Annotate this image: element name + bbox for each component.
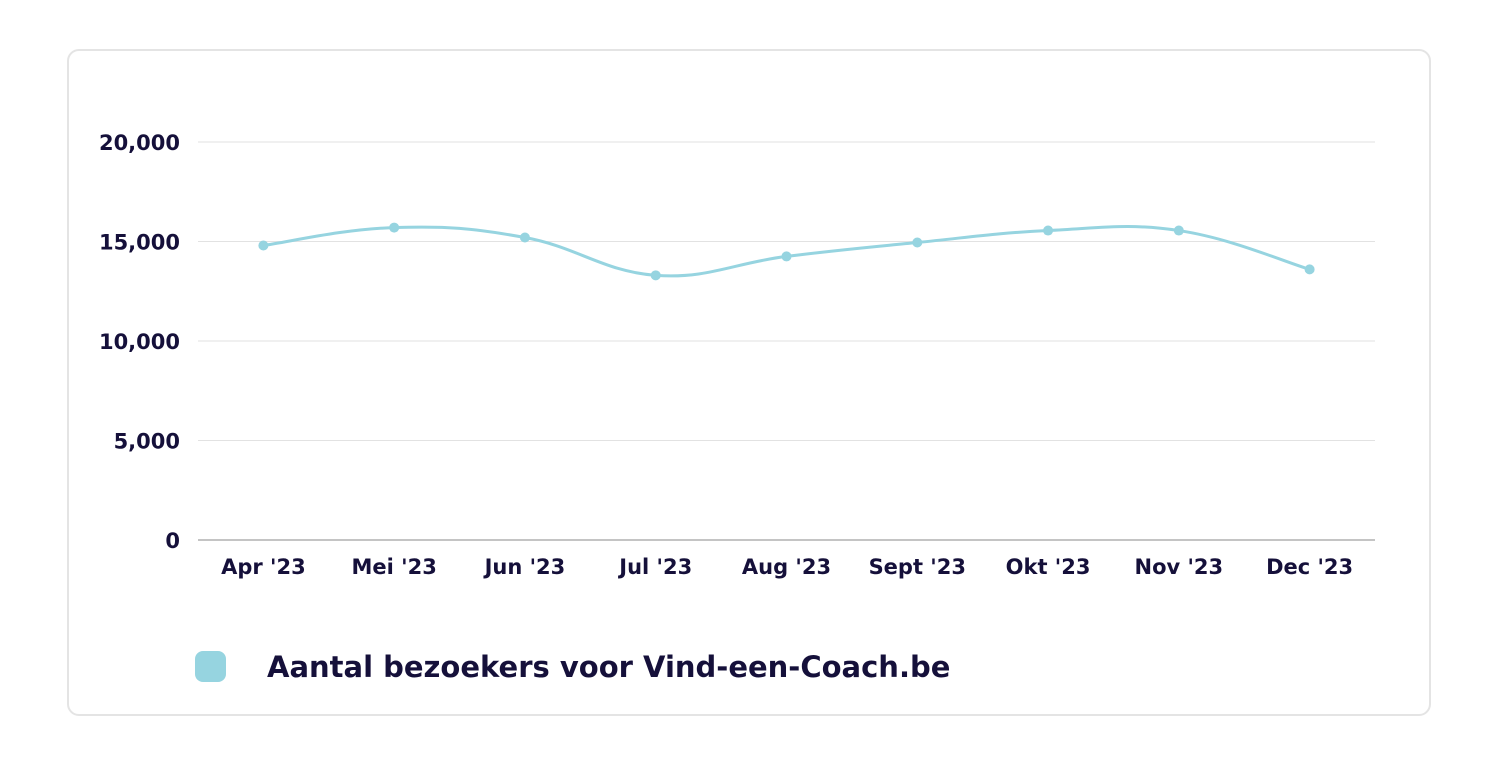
data-point[interactable] [1304, 264, 1315, 275]
data-point[interactable] [389, 222, 400, 233]
x-tick-label: Okt '23 [1006, 555, 1091, 579]
data-point[interactable] [519, 232, 530, 243]
data-point[interactable] [650, 270, 661, 281]
x-axis-ticks: Apr '23 Mei '23 Jun '23 Jul '23 Aug '23 Sept … [221, 555, 1353, 579]
x-tick-label: Mei '23 [352, 555, 437, 579]
grid [198, 141, 1375, 541]
legend-swatch[interactable] [195, 651, 226, 682]
y-tick-label: 10,000 [99, 330, 180, 354]
x-tick-label: Jun '23 [483, 555, 566, 579]
x-tick-label: Nov '23 [1135, 555, 1224, 579]
series [258, 222, 1315, 281]
chart-card [67, 49, 1431, 716]
data-point[interactable] [781, 251, 792, 262]
data-point[interactable] [1043, 225, 1054, 236]
data-point[interactable] [258, 240, 269, 251]
legend[interactable]: Aantal bezoekers voor Vind-een-Coach.be [195, 650, 950, 684]
legend-label[interactable]: Aantal bezoekers voor Vind-een-Coach.be [267, 650, 950, 684]
data-point[interactable] [912, 237, 923, 248]
y-tick-label: 5,000 [114, 430, 180, 454]
x-tick-label: Jul '23 [617, 555, 692, 579]
series-line [263, 225, 1311, 278]
y-tick-label: 0 [165, 529, 180, 553]
y-axis-ticks: 0 5,000 10,000 15,000 20,000 [99, 131, 180, 553]
data-point[interactable] [1173, 225, 1184, 236]
y-tick-label: 15,000 [99, 231, 180, 255]
y-tick-label: 20,000 [99, 131, 180, 155]
x-tick-label: Sept '23 [869, 555, 966, 579]
x-tick-label: Aug '23 [742, 555, 831, 579]
x-tick-label: Apr '23 [221, 555, 306, 579]
x-tick-label: Dec '23 [1266, 555, 1353, 579]
